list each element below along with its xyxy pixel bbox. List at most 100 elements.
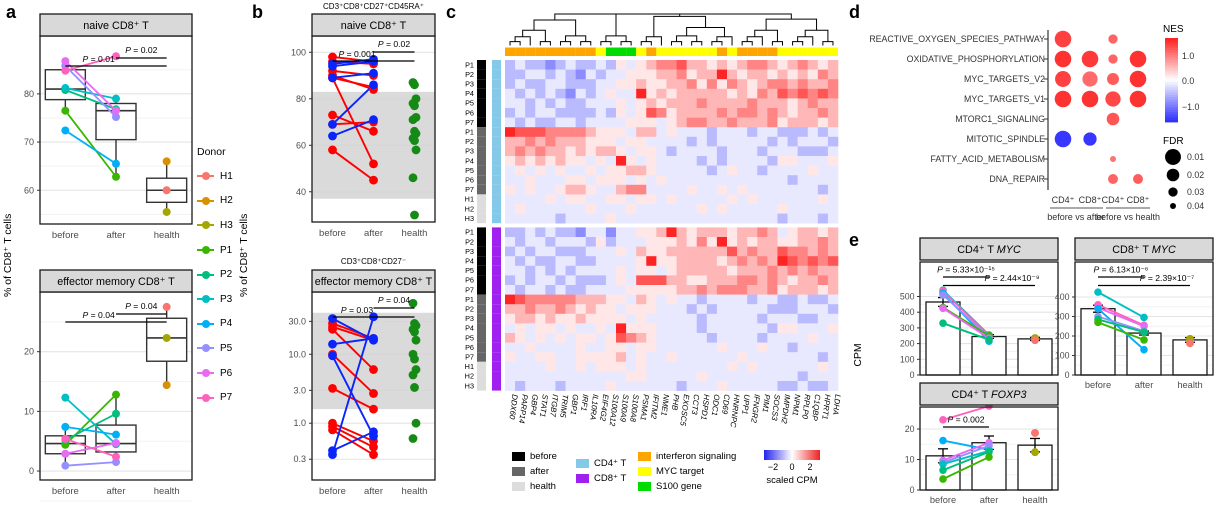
nes-dot	[1110, 156, 1116, 162]
donor-point	[112, 430, 120, 439]
nes-tick-label: 1.0	[1182, 51, 1194, 61]
heatmap-cell	[666, 175, 677, 186]
celltype-annotation	[492, 275, 501, 285]
dendrogram-branch	[804, 29, 829, 42]
status-annotation	[477, 117, 486, 128]
heatmap-cell	[747, 285, 758, 295]
heatmap-cell	[787, 361, 798, 372]
heatmap-cell	[777, 313, 788, 324]
paired-point	[369, 175, 378, 185]
nes-dot	[1129, 90, 1147, 108]
heatmap-cell	[626, 69, 637, 80]
heatmap-cell	[716, 184, 728, 195]
heatmap-cell	[817, 146, 829, 157]
heatmap-cell	[716, 136, 728, 147]
health-point	[162, 333, 171, 342]
heatmap-cell	[827, 117, 839, 128]
pathway-label: MTORC1_SIGNALING	[955, 114, 1045, 124]
y-tick-label: 80	[296, 94, 306, 104]
heatmap-cell	[515, 381, 526, 391]
heatmap-cell	[747, 323, 758, 334]
heatmap-cell	[525, 294, 536, 305]
heatmap-cell	[696, 285, 708, 295]
heatmap-cell	[555, 294, 566, 305]
heatmap-cell	[595, 69, 607, 80]
heatmap-cell	[616, 69, 627, 80]
heatmap-cell	[767, 165, 778, 176]
heatmap-cell	[767, 333, 778, 343]
nes-colorbar-segment	[1165, 80, 1178, 83]
heatmap-cell	[656, 194, 667, 205]
legend-label-before: before	[530, 451, 557, 462]
heatmap-cell	[505, 204, 516, 214]
nes-colorbar-segment	[1165, 97, 1178, 101]
heatmap-cell	[646, 265, 657, 276]
heatmap-cell	[666, 323, 677, 334]
heatmap-cell	[555, 79, 566, 90]
heatmap-cell	[696, 342, 708, 353]
y-tick-label: 10.0	[288, 349, 306, 359]
heatmap-cell	[757, 79, 768, 90]
heatmap-cell	[817, 275, 829, 286]
heatmap-cell	[565, 294, 576, 305]
paired-line	[332, 422, 374, 442]
donor-legend: Donor H1 H2 H3 P1 P2 P3 P4 P5 P6 P7	[197, 146, 233, 410]
heatmap-cell	[716, 361, 728, 372]
heatmap-cell	[696, 256, 708, 267]
heatmap-cell	[605, 88, 617, 99]
gene-label: S100A8	[628, 394, 640, 423]
heatmap-cell	[535, 256, 546, 267]
heatmap-cell	[515, 194, 526, 205]
heatmap-cell	[797, 313, 809, 324]
heatmap-cell	[787, 265, 798, 276]
heatmap-cell	[676, 213, 687, 224]
dendrogram-branch	[509, 41, 521, 46]
heatmap-cell	[757, 69, 768, 80]
colorbar-tick-neg2: −2	[767, 462, 779, 472]
status-annotation	[477, 285, 486, 295]
donor-legend-item-P3: P3	[197, 287, 233, 312]
heatmap-cell	[575, 175, 587, 186]
nes-colorbar-segment	[1165, 70, 1178, 73]
heatmap-cell	[656, 127, 667, 138]
heatmap-cell	[545, 165, 556, 176]
p-value-label: P = 2.39×10⁻⁷	[1140, 273, 1194, 283]
heatmap-cell	[817, 204, 829, 214]
heatmap-cell	[575, 88, 587, 99]
status-annotation	[477, 237, 486, 247]
heatmap-cell	[575, 246, 587, 257]
heatmap-cell	[706, 333, 718, 343]
celltype-annotation	[492, 246, 501, 257]
paired-line	[331, 355, 375, 437]
heatmap-cell	[555, 352, 566, 363]
heatmap-cell	[525, 204, 536, 214]
heatmap-cell	[696, 237, 708, 247]
dendrogram-branch	[676, 35, 698, 42]
y-tick-label: 60	[24, 185, 34, 195]
heatmap-cell	[817, 165, 829, 176]
donor-line	[942, 441, 990, 462]
heatmap-cell	[827, 213, 839, 224]
heatmap-cell	[686, 108, 698, 118]
flow-gate-label: CD3⁺CD8⁺CD27⁻	[341, 257, 406, 266]
heatmap-cell	[555, 227, 566, 238]
donor-point	[61, 84, 70, 93]
donor-point	[112, 438, 120, 447]
heatmap-cell	[727, 313, 738, 324]
heatmap-cell	[696, 371, 708, 382]
gene-label: HSPD1	[699, 394, 711, 421]
heatmap-cell	[676, 371, 687, 382]
heatmap-cell	[545, 175, 556, 186]
x-tick-label: after	[106, 230, 125, 241]
nes-dot	[1106, 112, 1120, 126]
heatmap-cell	[535, 194, 546, 205]
heatmap-cell	[656, 88, 667, 99]
heatmap-cell	[727, 184, 738, 195]
heatmap-cell	[515, 313, 526, 324]
heatmap-cell	[817, 352, 829, 363]
donor-point	[61, 66, 70, 75]
health-point	[162, 186, 171, 195]
heatmap-cell	[686, 136, 698, 147]
heatmap-row-label: P6	[465, 276, 474, 285]
donor-key-icon	[197, 294, 214, 304]
